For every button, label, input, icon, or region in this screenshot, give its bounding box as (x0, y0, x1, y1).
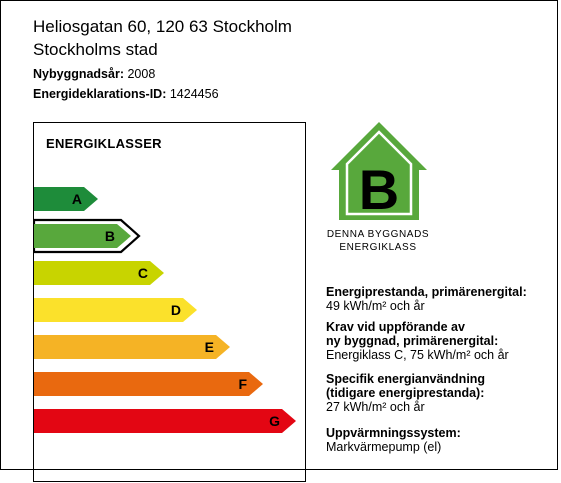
energy-class-arrow-c (34, 261, 164, 285)
build-year: Nybyggnadsår: 2008 (33, 67, 155, 81)
primary-energy-info: Energiprestanda, primärenergital: 49 kWh… (326, 285, 558, 313)
energy-classes-panel: ENERGIKLASSER A B C D E F G (33, 122, 306, 482)
declaration-id: Energideklarations-ID: 1424456 (33, 87, 219, 101)
requirement-heading-1: Krav vid uppförande av (326, 320, 465, 334)
build-year-value: 2008 (127, 67, 156, 81)
declaration-id-value: 1424456 (169, 87, 219, 101)
primary-energy-value: 49 kWh/m² och år (326, 299, 425, 313)
energy-class-label-b: B (105, 228, 115, 244)
energy-class-arrow-f (34, 372, 263, 396)
heating-system-value: Markvärmepump (el) (326, 440, 442, 454)
energy-class-arrow-a (34, 187, 98, 211)
energy-class-badge: B (331, 122, 427, 221)
energy-class-label-d: D (171, 302, 181, 318)
specific-energy-value: 27 kWh/m² och år (326, 400, 425, 414)
address-street: Heliosgatan 60, 120 63 Stockholm (33, 17, 292, 36)
energy-class-arrow-b (34, 224, 131, 248)
address-municipality: Stockholms stad (33, 40, 158, 59)
energy-class-label-c: C (138, 265, 148, 281)
energy-class-arrow-d (34, 298, 197, 322)
energy-class-label-e: E (205, 339, 214, 355)
heating-system-info: Uppvärmningssystem: Markvärmepump (el) (326, 426, 558, 454)
badge-letter: B (359, 158, 399, 221)
energy-class-label-f: F (238, 376, 247, 392)
energy-class-arrow-g (34, 409, 296, 433)
declaration-id-label: Energideklarations-ID: (33, 87, 167, 101)
energy-class-arrow-e (34, 335, 230, 359)
specific-energy-heading-1: Specifik energianvändning (326, 372, 486, 386)
primary-energy-heading: Energiprestanda, primärenergital: (326, 285, 527, 299)
requirement-value: Energiklass C, 75 kWh/m² och år (326, 348, 509, 362)
specific-energy-info: Specifik energianvändning (tidigare ener… (326, 372, 558, 414)
house-inner-outline (345, 130, 413, 216)
energy-class-label-g: G (269, 413, 280, 429)
badge-caption: DENNA BYGGNADS ENERGIKLASS (318, 228, 438, 254)
house-icon (331, 122, 427, 220)
requirement-info: Krav vid uppförande av ny byggnad, primä… (326, 320, 558, 362)
badge-caption-line2: ENERGIKLASS (339, 242, 417, 253)
heating-system-heading: Uppvärmningssystem: (326, 426, 461, 440)
requirement-heading-2: ny byggnad, primärenergital: (326, 334, 499, 348)
energy-classes-title: ENERGIKLASSER (46, 136, 162, 151)
energy-class-arrows: A B C D E F G (34, 187, 296, 433)
energy-class-label-a: A (72, 191, 82, 207)
address-block: Heliosgatan 60, 120 63 Stockholm Stockho… (33, 15, 292, 61)
specific-energy-heading-2: (tidigare energiprestanda): (326, 386, 485, 400)
badge-caption-line1: DENNA BYGGNADS (326, 229, 430, 240)
build-year-label: Nybyggnadsår: (33, 67, 124, 81)
